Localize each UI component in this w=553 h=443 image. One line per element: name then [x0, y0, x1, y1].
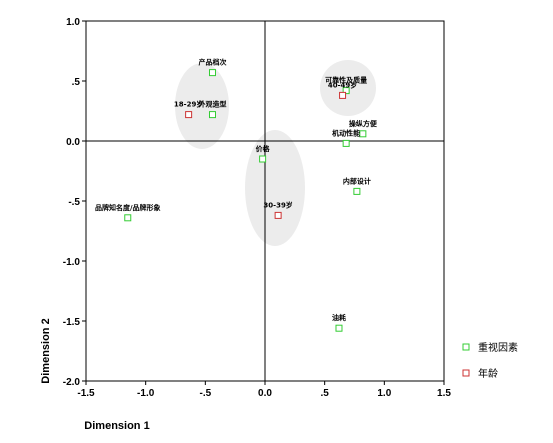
reference-lines	[86, 21, 444, 381]
point-marker	[342, 87, 350, 95]
y-tick-label: -2.0	[63, 377, 81, 388]
x-tick-label: -1.0	[137, 388, 155, 399]
point-label: 油耗	[332, 313, 346, 322]
point-label: 内部设计	[343, 176, 371, 185]
y-tick-label: -.5	[68, 197, 80, 208]
x-tick-label: -.5	[199, 388, 211, 399]
point-label: 品牌知名度/品牌形象	[95, 203, 161, 212]
x-tick-label: 1.5	[437, 388, 451, 399]
y-tick-label: .5	[72, 77, 81, 88]
point-label: 外观造型	[198, 100, 226, 109]
cluster-ellipse-3	[245, 130, 305, 246]
legend-marker	[462, 369, 470, 377]
point-label: 30-39岁	[263, 200, 292, 209]
cluster-ellipse-1	[175, 63, 229, 149]
point-marker	[208, 111, 216, 119]
legend-label: 年龄	[478, 367, 498, 380]
y-tick-label: -1.5	[63, 317, 81, 328]
point-marker	[259, 155, 267, 163]
point-marker	[124, 214, 132, 222]
point-label: 价格	[256, 144, 271, 153]
point-marker	[353, 187, 361, 195]
legend-label: 重视因素	[478, 341, 518, 354]
point-marker	[208, 69, 216, 77]
x-tick-label: -1.5	[77, 388, 95, 399]
y-axis-title: Dimension 2	[40, 318, 52, 383]
point-label: 产品档次	[198, 58, 226, 67]
point-label: 40-49岁	[328, 80, 357, 89]
point-marker	[339, 91, 347, 99]
x-tick-label: .5	[320, 388, 329, 399]
point-label: 18-29岁	[174, 100, 203, 109]
axes: -1.5 -1.0 -.5 0.0 .5 1.0 1.5 1.0 .5 0.0 -.5 -1.0 -1.…	[63, 17, 452, 399]
x-axis-title: Dimension 1	[84, 420, 149, 432]
point-marker	[342, 139, 350, 147]
x-tick-label: 1.0	[377, 388, 391, 399]
point-label: 操纵方便	[349, 119, 378, 128]
y-tick-label: -1.0	[63, 257, 81, 268]
point-label: 可靠性及质量	[325, 76, 367, 85]
point-marker	[274, 211, 282, 219]
y-tick-label: 0.0	[66, 137, 80, 148]
legend-marker	[462, 343, 470, 351]
point-marker	[359, 130, 367, 138]
x-tick-label: 0.0	[258, 388, 272, 399]
point-label: 机动性能	[332, 128, 360, 137]
point-marker	[335, 324, 343, 332]
point-marker	[185, 111, 193, 119]
y-tick-label: 1.0	[66, 17, 80, 28]
